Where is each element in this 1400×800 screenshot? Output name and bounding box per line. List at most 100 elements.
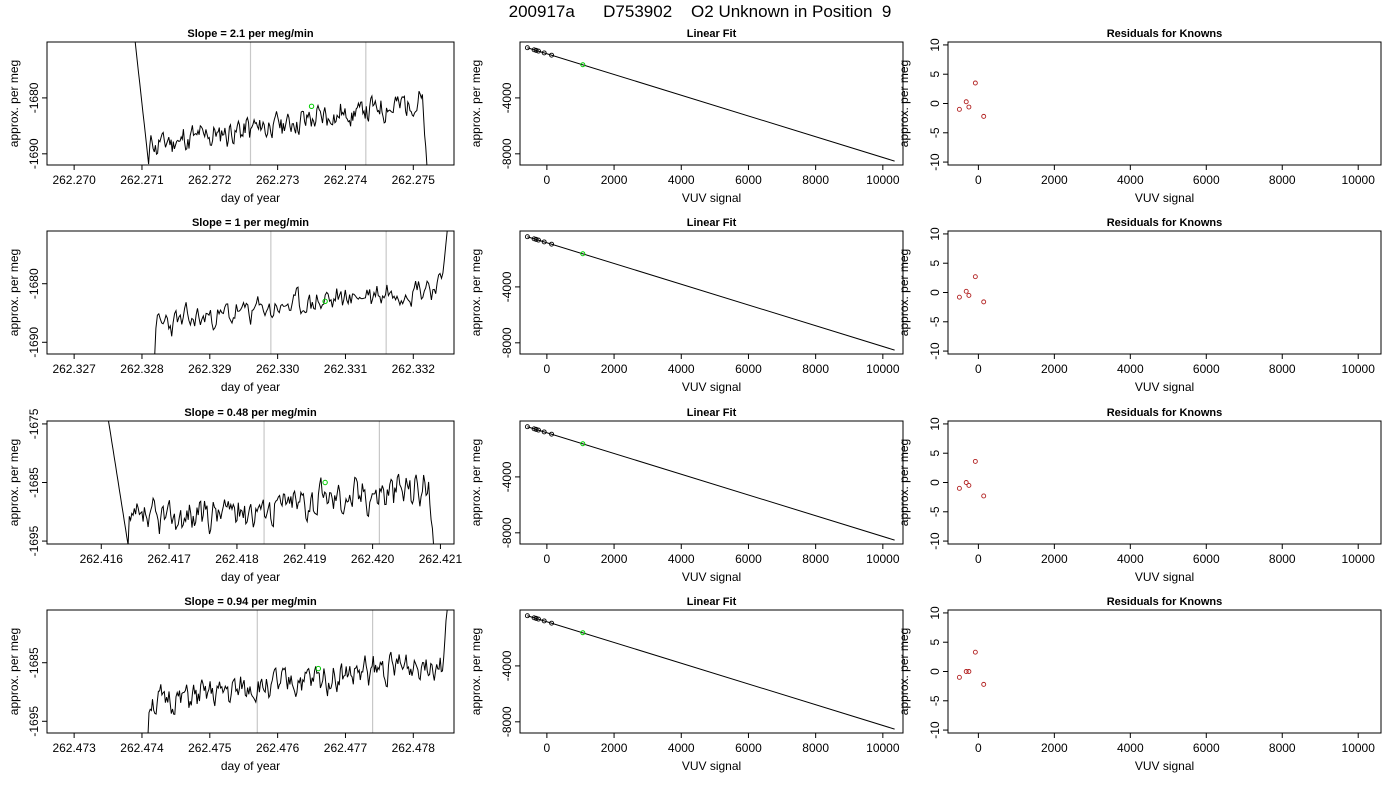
panel-linear-fit-row-4: Linear Fit 0 2000 4000 6000 8000 10000 -8000 -40… (469, 596, 904, 773)
x-tick-label: 6000 (1193, 552, 1220, 566)
y-tick-label: 0 (928, 100, 942, 107)
x-axis-label: day of year (221, 759, 280, 773)
known-standard-point (531, 47, 537, 53)
x-tick-label: 0 (975, 362, 982, 376)
panel-title: Residuals for Knowns (1107, 596, 1223, 608)
panel-title: Linear Fit (687, 596, 737, 608)
x-tick-label: 0 (544, 173, 551, 187)
x-tick-label: 2000 (601, 173, 628, 187)
residual-point (963, 288, 969, 294)
x-tick-label: 262.329 (188, 362, 232, 376)
plot-area (956, 274, 987, 305)
known-standard-point (536, 616, 541, 622)
x-tick-label: 4000 (1117, 552, 1144, 566)
y-axis-label: approx. per meg (7, 439, 21, 526)
x-tick-label: 6000 (735, 741, 762, 755)
x-tick-label: 262.477 (324, 741, 368, 755)
unknown-point (580, 62, 586, 68)
x-tick-label: 0 (975, 173, 982, 187)
x-axis-label: VUV signal (682, 191, 741, 205)
x-tick-label: 262.327 (52, 362, 96, 376)
plot-frame (519, 420, 904, 545)
x-tick-label: 8000 (1269, 741, 1296, 755)
known-standard-point (549, 52, 555, 58)
x-tick-label: 10000 (866, 741, 900, 755)
x-tick-label: 262.416 (80, 552, 124, 566)
x-tick-label: 262.420 (351, 552, 395, 566)
x-tick-label: 0 (544, 362, 551, 376)
known-standard-point (524, 234, 530, 240)
x-tick-label: 262.331 (324, 362, 368, 376)
y-tick-label: -1695 (27, 525, 41, 556)
x-tick-label: 2000 (1041, 173, 1068, 187)
unknown-point (580, 630, 586, 636)
y-tick-label: -5 (928, 127, 942, 138)
x-tick-label: 262.421 (419, 552, 463, 566)
y-tick-label: -1695 (27, 706, 41, 737)
y-tick-label: -1675 (27, 408, 41, 439)
residual-point (963, 480, 969, 485)
unknown-average-marker (308, 103, 315, 109)
x-axis-label: day of year (221, 191, 280, 205)
x-axis-label: VUV signal (1135, 191, 1194, 205)
x-tick-label: 2000 (1041, 741, 1068, 755)
x-tick-label: 10000 (866, 362, 900, 376)
x-tick-label: 4000 (1117, 173, 1144, 187)
y-tick-label: -8000 (500, 138, 514, 169)
plot-frame (46, 230, 455, 355)
x-tick-label: 262.473 (52, 741, 96, 755)
y-tick-label: -1685 (27, 647, 41, 678)
known-standard-point (531, 426, 537, 432)
x-tick-label: 10000 (866, 552, 900, 566)
x-axis-label: VUV signal (682, 570, 741, 584)
y-axis-label: approx. per meg (469, 249, 483, 336)
x-tick-label: 8000 (802, 552, 829, 566)
x-axis-label: VUV signal (1135, 759, 1194, 773)
x-tick-label: 6000 (735, 173, 762, 187)
panel-title: Linear Fit (687, 28, 737, 40)
residual-point (966, 669, 972, 674)
y-tick-label: -1690 (27, 327, 41, 358)
plot-area (524, 45, 895, 162)
known-standard-point (536, 237, 541, 243)
plot-frame (519, 230, 904, 355)
residual-point (972, 274, 978, 280)
y-tick-label: 5 (928, 260, 942, 267)
panel-linear-fit-row-3: Linear Fit 0 2000 4000 6000 8000 10000 -8000 -40… (469, 407, 904, 584)
residual-point (981, 299, 987, 305)
y-tick-label: -4000 (500, 650, 514, 681)
residual-point (956, 674, 962, 680)
plot-frame (947, 420, 1382, 545)
x-tick-label: 8000 (802, 362, 829, 376)
x-tick-label: 6000 (1193, 741, 1220, 755)
y-tick-label: -5 (928, 316, 942, 327)
panel-linear-fit-row-1: Linear Fit 0 2000 4000 6000 8000 10000 -8000 -40… (469, 28, 904, 205)
y-tick-label: -5 (928, 695, 942, 706)
known-standard-point (531, 615, 537, 621)
panel-title: Slope = 2.1 per meg/min (187, 28, 314, 40)
known-standard-point (541, 618, 547, 624)
known-standard-point (541, 429, 547, 435)
x-tick-label: 8000 (1269, 552, 1296, 566)
y-axis-label: approx. per meg (7, 60, 21, 147)
x-axis-label: VUV signal (1135, 380, 1194, 394)
panel-title: Residuals for Knowns (1107, 407, 1223, 419)
y-tick-label: -4000 (500, 271, 514, 302)
plot-area (147, 610, 448, 733)
y-axis-label: approx. per meg (7, 249, 21, 336)
x-tick-label: 4000 (668, 173, 695, 187)
x-tick-label: 262.478 (392, 741, 436, 755)
y-tick-label: -8000 (500, 517, 514, 548)
residual-point (966, 482, 972, 488)
residual-point (963, 669, 969, 674)
x-tick-label: 262.273 (256, 173, 300, 187)
plot-area (134, 42, 428, 165)
y-tick-label: 0 (928, 668, 942, 675)
panel-time-series-row-2: Slope = 1 per meg/min 262.327 262.328 262.3… (7, 217, 455, 394)
y-axis-label: approx. per meg (469, 60, 483, 147)
x-tick-label: 2000 (1041, 362, 1068, 376)
known-standard-point (536, 48, 541, 54)
